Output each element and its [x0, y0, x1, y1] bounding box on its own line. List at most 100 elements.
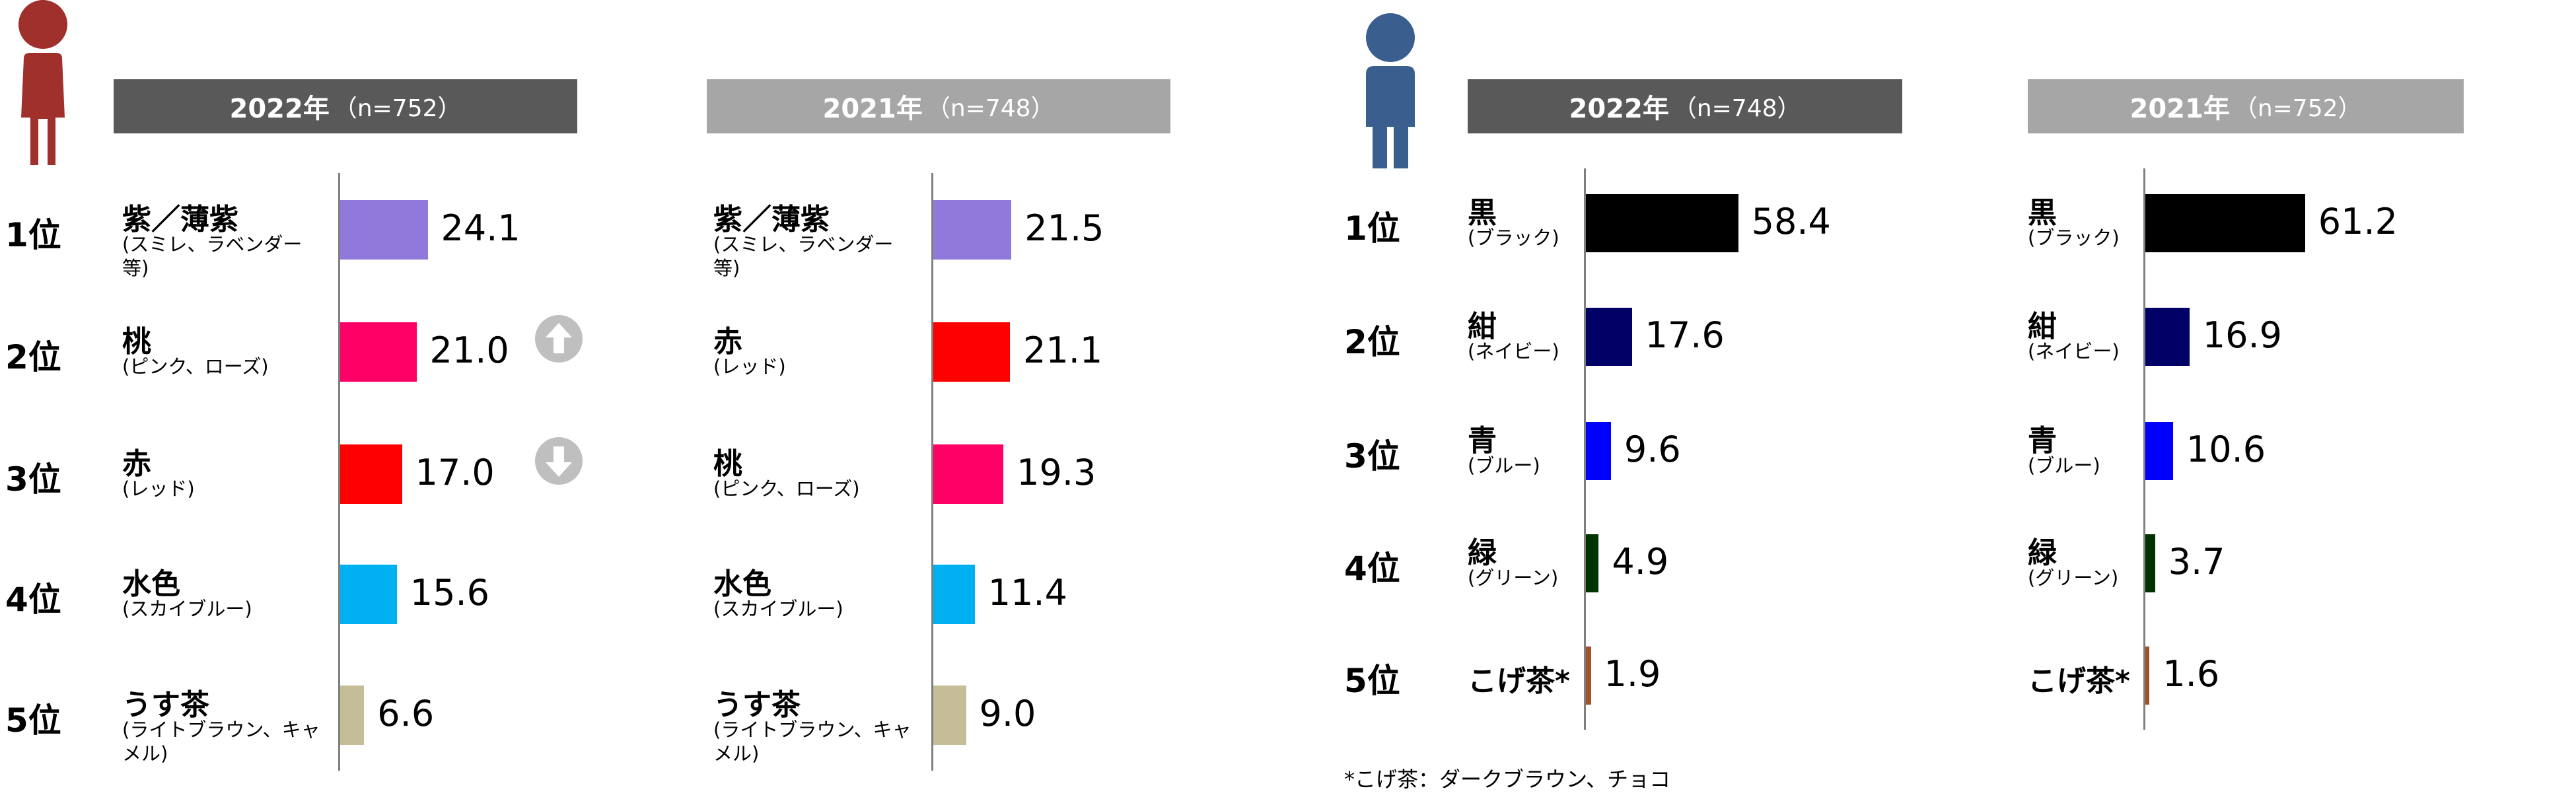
axis-line	[338, 173, 340, 771]
header-n: （n=748）	[926, 95, 1055, 122]
category-subtitle: (ライトブラウン、キャメル)	[713, 719, 912, 765]
category-name: 緑	[2028, 536, 2057, 570]
category-name: 紺	[1468, 310, 1497, 343]
category-subtitle: (グリーン)	[2028, 567, 2119, 589]
rank-label: 1位	[1344, 209, 1400, 248]
category-subtitle: (ブルー)	[1468, 454, 1540, 477]
header-male-2021: 2021年 （n=752）	[2028, 79, 2464, 133]
category-subtitle: (ブルー)	[2028, 454, 2100, 477]
category-subtitle: (ネイビー)	[2028, 340, 2120, 363]
bar	[2145, 422, 2173, 480]
category-subtitle: (ライトブラウン、キャメル)	[122, 719, 320, 765]
male-person-icon	[1366, 13, 1415, 168]
category-name: 紫／薄紫	[713, 203, 830, 236]
bar	[2145, 647, 2150, 705]
axis-line	[2143, 168, 2145, 730]
data-label: 1.6	[2163, 653, 2220, 695]
data-label: 4.9	[1612, 541, 1669, 582]
data-label: 3.7	[2168, 541, 2225, 582]
bar	[933, 685, 966, 745]
header-male-2022: 2022年 （n=748）	[1468, 79, 1902, 133]
bar	[1586, 534, 1599, 592]
category-name: 緑	[1468, 536, 1497, 570]
rank-label: 2位	[1344, 323, 1400, 361]
rank-label: 4位	[1344, 549, 1400, 588]
category-subtitle: (グリーン)	[1468, 567, 1559, 589]
data-label: 11.4	[987, 572, 1067, 614]
category-name: 水色	[122, 567, 180, 601]
bar	[2145, 534, 2155, 592]
category-subtitle: (スミレ、ラベンダー等)	[122, 233, 303, 279]
category-subtitle: (ブラック)	[2028, 227, 2120, 249]
category-name: 桃	[122, 325, 151, 359]
data-label: 6.6	[377, 693, 435, 734]
category-subtitle: (ブラック)	[1468, 227, 1559, 249]
rank-label: 5位	[1344, 662, 1400, 700]
data-label: 1.9	[1604, 653, 1661, 695]
category-name: うす茶	[122, 688, 209, 722]
category-subtitle: (スカイブルー)	[713, 598, 843, 620]
bar	[933, 322, 1011, 382]
data-label: 58.4	[1751, 201, 1831, 242]
axis-line	[1584, 168, 1586, 730]
data-label: 61.2	[2318, 201, 2398, 242]
data-label: 21.0	[429, 330, 509, 371]
data-label: 10.6	[2186, 429, 2266, 470]
category-name: うす茶	[713, 688, 801, 722]
bar	[1586, 422, 1611, 480]
category-name: 紫／薄紫	[122, 203, 238, 236]
header-n: （n=748）	[1672, 95, 1801, 122]
bar	[1586, 194, 1738, 252]
data-label: 19.3	[1017, 452, 1096, 493]
data-label: 16.9	[2202, 314, 2282, 356]
data-label: 9.6	[1624, 429, 1681, 470]
rank-label: 1位	[5, 216, 61, 254]
bar	[340, 200, 428, 260]
footnote: *こげ茶：ダークブラウン、チョコ	[1344, 767, 1671, 792]
category-name: 赤	[713, 325, 742, 359]
header-n: （n=752）	[333, 95, 462, 122]
header-n: （n=752）	[2233, 95, 2362, 122]
category-name: 赤	[122, 447, 151, 481]
rank-label: 3位	[5, 460, 61, 499]
category-name: 黒	[2028, 196, 2057, 230]
category-name: 黒	[1468, 196, 1497, 230]
category-subtitle: (ネイビー)	[1468, 340, 1559, 363]
category-subtitle: (スミレ、ラベンダー等)	[713, 233, 894, 279]
bar	[2145, 308, 2190, 366]
axis-line	[931, 173, 933, 771]
data-label: 15.6	[410, 572, 490, 614]
header-year: 2022年	[1569, 94, 1669, 124]
female-person-icon	[18, 0, 67, 165]
data-label: 9.0	[979, 693, 1036, 734]
data-label: 21.1	[1023, 330, 1103, 371]
rank-label: 5位	[5, 701, 61, 740]
data-label: 21.5	[1024, 207, 1104, 249]
rank-label: 2位	[5, 338, 61, 376]
header-female-2021: 2021年 （n=748）	[707, 79, 1170, 133]
category-subtitle: (レッド)	[122, 477, 195, 500]
bar	[1586, 308, 1632, 366]
data-label: 24.1	[441, 207, 520, 249]
category-name: 青	[1468, 424, 1497, 458]
header-year: 2022年	[229, 94, 330, 124]
rank-label: 4位	[5, 580, 61, 619]
header-female-2022: 2022年 （n=752）	[114, 79, 577, 133]
arrow-up-icon	[535, 315, 583, 363]
category-subtitle: (レッド)	[713, 355, 786, 378]
bar	[1586, 647, 1591, 705]
header-year: 2021年	[2129, 94, 2230, 124]
category-name: 桃	[713, 447, 742, 481]
category-name: 紺	[2028, 310, 2057, 343]
bar	[340, 322, 417, 382]
category-subtitle: (ピンク、ローズ)	[122, 355, 269, 378]
bar	[340, 565, 397, 624]
bar	[933, 200, 1012, 260]
header-year: 2021年	[822, 94, 923, 124]
bar	[2145, 194, 2305, 252]
bar	[340, 685, 365, 745]
bar	[933, 565, 975, 624]
category-name: こげ茶*	[2028, 664, 2131, 698]
bar	[340, 444, 402, 504]
category-subtitle: (ピンク、ローズ)	[713, 477, 860, 500]
